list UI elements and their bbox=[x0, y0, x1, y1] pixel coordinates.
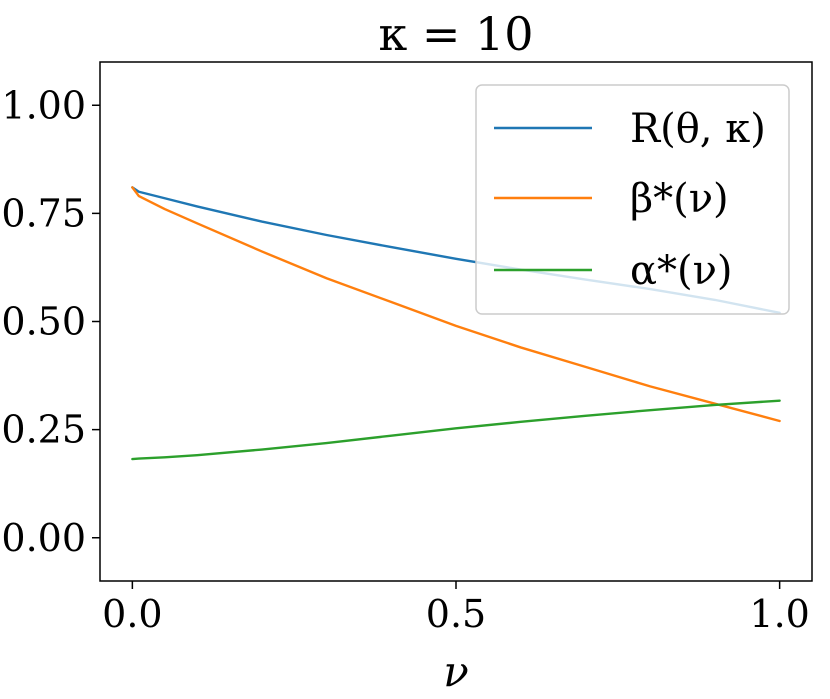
x-tick-label: 0.0 bbox=[102, 592, 162, 636]
y-tick-label: 1.00 bbox=[1, 83, 86, 127]
y-tick-label: 0.75 bbox=[1, 191, 86, 235]
legend-label: β*(ν) bbox=[630, 176, 729, 222]
x-tick-label: 1.0 bbox=[749, 592, 809, 636]
x-axis-label: ν bbox=[443, 647, 469, 696]
chart-title: κ = 10 bbox=[378, 7, 533, 61]
series-line-2 bbox=[131, 186, 781, 423]
y-axis: 0.00 0.25 0.50 0.75 1.00 bbox=[1, 83, 100, 560]
x-tick-label: 0.5 bbox=[426, 592, 486, 636]
legend-label: R(θ, κ) bbox=[630, 106, 766, 152]
legend-box bbox=[475, 84, 790, 315]
legend: R(θ, κ) β*(ν) α*(ν) bbox=[475, 84, 790, 315]
y-tick-label: 0.25 bbox=[1, 408, 86, 452]
legend-label: α*(ν) bbox=[630, 248, 733, 294]
y-tick-label: 0.50 bbox=[1, 300, 86, 344]
series-line-3 bbox=[131, 399, 781, 461]
y-tick-label: 0.00 bbox=[1, 516, 86, 560]
x-axis: 0.0 0.5 1.0 bbox=[102, 581, 810, 636]
